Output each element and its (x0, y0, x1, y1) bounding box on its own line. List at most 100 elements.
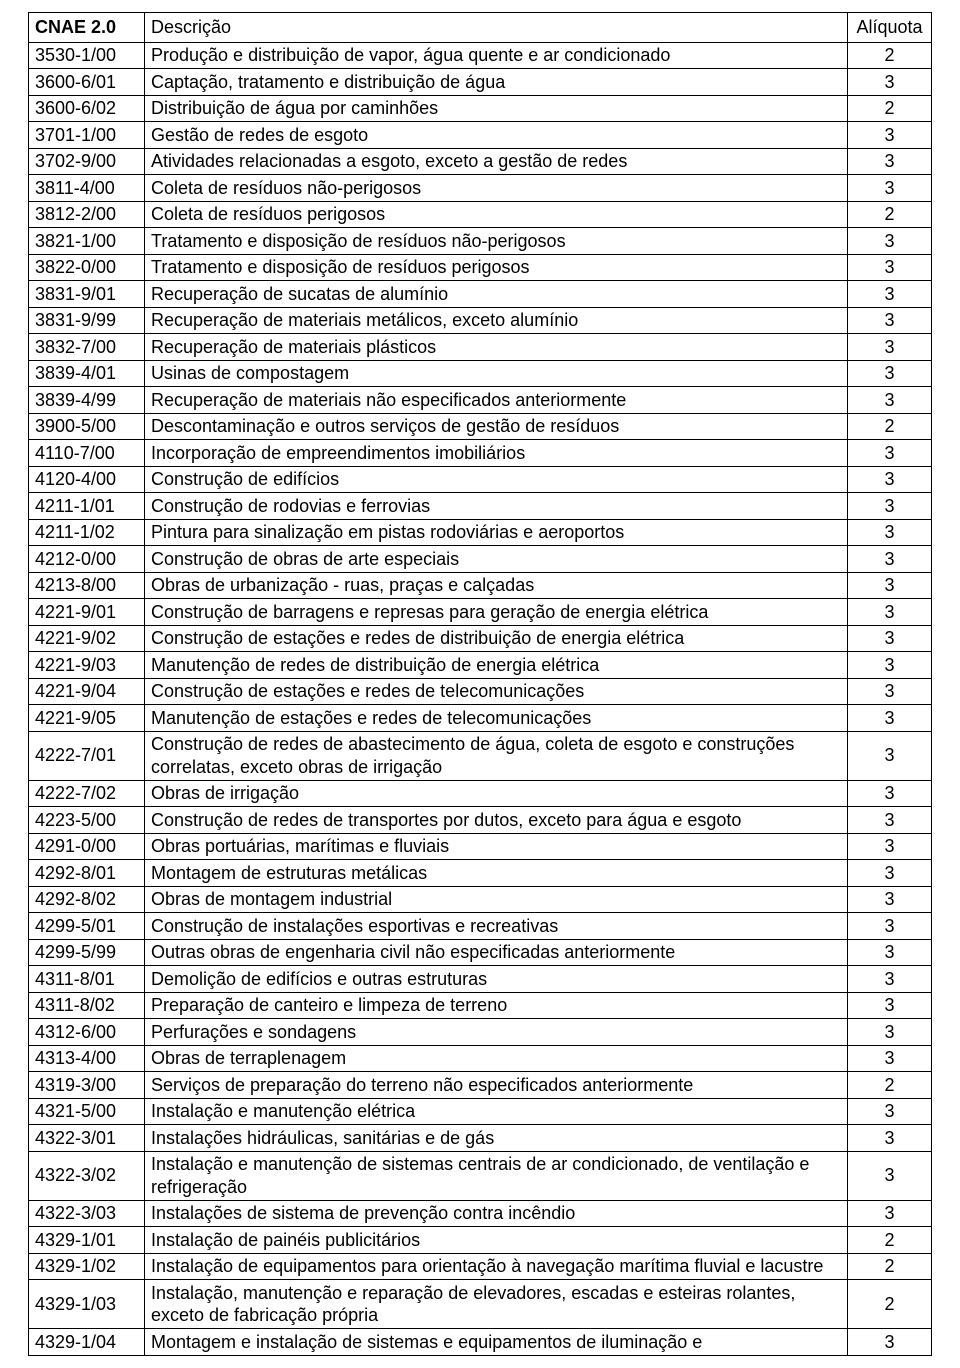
table-row: 4211-1/01Construção de rodovias e ferrov… (29, 493, 932, 520)
cell-desc: Recuperação de materiais metálicos, exce… (145, 307, 848, 334)
cell-code: 4319-3/00 (29, 1072, 145, 1099)
cell-rate: 3 (848, 572, 932, 599)
cell-rate: 3 (848, 122, 932, 149)
table-row: 4329-1/03Instalação, manutenção e repara… (29, 1280, 932, 1329)
cell-desc: Distribuição de água por caminhões (145, 95, 848, 122)
cell-rate: 3 (848, 731, 932, 780)
cell-rate: 3 (848, 1329, 932, 1356)
cell-rate: 3 (848, 546, 932, 573)
cell-code: 4329-1/01 (29, 1227, 145, 1254)
cell-code: 3600-6/01 (29, 69, 145, 96)
cell-desc: Demolição de edifícios e outras estrutur… (145, 966, 848, 993)
cell-rate: 3 (848, 175, 932, 202)
cell-rate: 3 (848, 833, 932, 860)
cell-code: 3900-5/00 (29, 413, 145, 440)
cell-rate: 3 (848, 1125, 932, 1152)
cell-desc: Outras obras de engenharia civil não esp… (145, 939, 848, 966)
cell-desc: Recuperação de materiais não especificad… (145, 387, 848, 414)
cell-desc: Serviços de preparação do terreno não es… (145, 1072, 848, 1099)
cell-rate: 3 (848, 652, 932, 679)
table-row: 3831-9/99Recuperação de materiais metáli… (29, 307, 932, 334)
cell-rate: 2 (848, 1227, 932, 1254)
cell-desc: Obras de terraplenagem (145, 1045, 848, 1072)
table-row: 4213-8/00Obras de urbanização - ruas, pr… (29, 572, 932, 599)
table-body: 3530-1/00Produção e distribuição de vapo… (29, 42, 932, 1355)
cell-rate: 3 (848, 939, 932, 966)
table-row: 3701-1/00Gestão de redes de esgoto3 (29, 122, 932, 149)
cell-desc: Instalação e manutenção elétrica (145, 1098, 848, 1125)
table-row: 4221-9/03Manutenção de redes de distribu… (29, 652, 932, 679)
cell-desc: Manutenção de estações e redes de teleco… (145, 705, 848, 732)
table-row: 4291-0/00Obras portuárias, marítimas e f… (29, 833, 932, 860)
cell-desc: Construção de estações e redes de teleco… (145, 678, 848, 705)
cell-rate: 3 (848, 307, 932, 334)
cell-code: 4312-6/00 (29, 1019, 145, 1046)
table-row: 4311-8/02Preparação de canteiro e limpez… (29, 992, 932, 1019)
cell-rate: 3 (848, 625, 932, 652)
cell-rate: 3 (848, 913, 932, 940)
cell-desc: Obras de montagem industrial (145, 886, 848, 913)
cell-rate: 2 (848, 42, 932, 69)
table-row: 4329-1/02Instalação de equipamentos para… (29, 1253, 932, 1280)
cell-desc: Produção e distribuição de vapor, água q… (145, 42, 848, 69)
cell-rate: 3 (848, 1098, 932, 1125)
table-row: 4221-9/04Construção de estações e redes … (29, 678, 932, 705)
cell-rate: 3 (848, 281, 932, 308)
table-row: 4321-5/00Instalação e manutenção elétric… (29, 1098, 932, 1125)
table-row: 4329-1/01Instalação de painéis publicitá… (29, 1227, 932, 1254)
cell-code: 4311-8/02 (29, 992, 145, 1019)
cell-desc: Obras portuárias, marítimas e fluviais (145, 833, 848, 860)
cell-desc: Recuperação de materiais plásticos (145, 334, 848, 361)
cell-desc: Gestão de redes de esgoto (145, 122, 848, 149)
table-row: 4222-7/02Obras de irrigação3 (29, 780, 932, 807)
table-row: 4322-3/01Instalações hidráulicas, sanitá… (29, 1125, 932, 1152)
table-row: 3600-6/02Distribuição de água por caminh… (29, 95, 932, 122)
cell-rate: 3 (848, 860, 932, 887)
cell-rate: 3 (848, 599, 932, 626)
cell-code: 3832-7/00 (29, 334, 145, 361)
cell-desc: Construção de barragens e represas para … (145, 599, 848, 626)
cell-rate: 3 (848, 360, 932, 387)
cell-desc: Tratamento e disposição de resíduos peri… (145, 254, 848, 281)
cell-code: 3812-2/00 (29, 201, 145, 228)
cell-code: 4329-1/03 (29, 1280, 145, 1329)
table-row: 4110-7/00Incorporação de empreendimentos… (29, 440, 932, 467)
cell-rate: 3 (848, 493, 932, 520)
cell-code: 4321-5/00 (29, 1098, 145, 1125)
cell-code: 4120-4/00 (29, 466, 145, 493)
table-row: 3900-5/00Descontaminação e outros serviç… (29, 413, 932, 440)
cell-desc: Coleta de resíduos perigosos (145, 201, 848, 228)
table-row: 3831-9/01Recuperação de sucatas de alumí… (29, 281, 932, 308)
cell-desc: Incorporação de empreendimentos imobiliá… (145, 440, 848, 467)
table-row: 4299-5/01Construção de instalações espor… (29, 913, 932, 940)
table-row: 3821-1/00Tratamento e disposição de resí… (29, 228, 932, 255)
cell-desc: Usinas de compostagem (145, 360, 848, 387)
table-row: 3839-4/01Usinas de compostagem3 (29, 360, 932, 387)
cell-code: 4211-1/01 (29, 493, 145, 520)
table-row: 4312-6/00Perfurações e sondagens3 (29, 1019, 932, 1046)
table-row: 4292-8/01Montagem de estruturas metálica… (29, 860, 932, 887)
cell-rate: 3 (848, 387, 932, 414)
cell-code: 4222-7/01 (29, 731, 145, 780)
cell-code: 3839-4/99 (29, 387, 145, 414)
table-row: 3832-7/00Recuperação de materiais plásti… (29, 334, 932, 361)
cell-desc: Construção de edifícios (145, 466, 848, 493)
cell-code: 3822-0/00 (29, 254, 145, 281)
cell-rate: 3 (848, 780, 932, 807)
cell-desc: Instalação de equipamentos para orientaç… (145, 1253, 848, 1280)
cell-desc: Preparação de canteiro e limpeza de terr… (145, 992, 848, 1019)
table-row: 3839-4/99Recuperação de materiais não es… (29, 387, 932, 414)
col-header-rate: Alíquota (848, 13, 932, 43)
cell-code: 4212-0/00 (29, 546, 145, 573)
cell-rate: 3 (848, 992, 932, 1019)
table-row: 3812-2/00Coleta de resíduos perigosos2 (29, 201, 932, 228)
cnae-table: CNAE 2.0 Descrição Alíquota 3530-1/00Pro… (28, 12, 932, 1356)
cell-code: 4329-1/04 (29, 1329, 145, 1356)
cell-code: 4213-8/00 (29, 572, 145, 599)
cell-code: 4110-7/00 (29, 440, 145, 467)
cell-desc: Instalação e manutenção de sistemas cent… (145, 1151, 848, 1200)
cell-code: 4211-1/02 (29, 519, 145, 546)
table-row: 3822-0/00Tratamento e disposição de resí… (29, 254, 932, 281)
col-header-code: CNAE 2.0 (29, 13, 145, 43)
cell-rate: 2 (848, 201, 932, 228)
